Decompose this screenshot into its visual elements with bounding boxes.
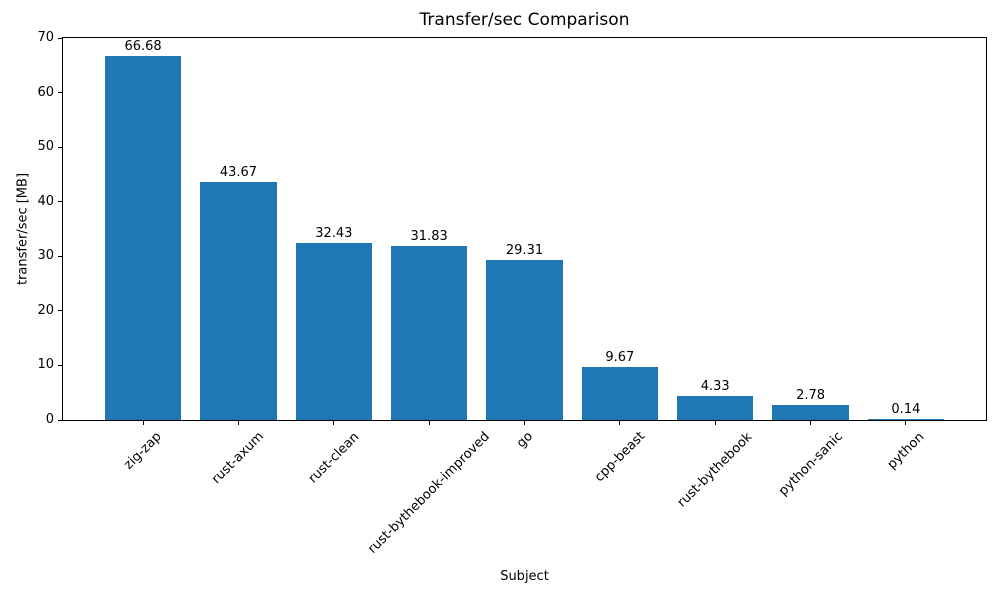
x-tick-mark	[619, 420, 621, 425]
x-tick-label: zig-zap	[121, 429, 165, 473]
plot-area: Transfer/sec Comparison transfer/sec [MB…	[16, 10, 987, 584]
bar-rust-bythebook	[677, 396, 754, 420]
bar-value-label: 29.31	[505, 243, 544, 259]
x-axis-label: Subject	[500, 569, 549, 584]
bar-value-label: 32.43	[315, 226, 353, 242]
y-tick-mark	[58, 310, 63, 312]
bar-rust-bythebook-improved	[391, 246, 468, 420]
x-tick-mark	[905, 420, 907, 425]
y-tick-label: 30	[37, 248, 54, 264]
x-tick-mark	[714, 420, 716, 425]
bar-value-label: 66.68	[124, 39, 162, 55]
bar-value-label: 2.78	[796, 387, 826, 403]
bar-value-label: 43.67	[219, 164, 258, 180]
x-tick-mark	[524, 420, 525, 425]
x-tick-mark	[237, 420, 239, 425]
y-tick-mark	[58, 37, 63, 39]
bar-rust-axum	[200, 181, 277, 420]
x-tick-mark	[428, 420, 430, 425]
bar-cpp-beast	[581, 367, 658, 420]
x-tick-label: rust-bythebook-improved	[365, 429, 493, 557]
bar-go	[486, 260, 563, 420]
y-tick-mark	[58, 364, 63, 366]
x-tick-label: python-sanic	[775, 429, 846, 500]
y-tick-mark	[58, 92, 63, 94]
bar-rust-clean	[295, 243, 372, 420]
y-tick-mark	[58, 419, 63, 421]
y-tick-label: 50	[37, 139, 54, 155]
x-tick-mark	[810, 420, 812, 425]
y-tick-label: 60	[37, 84, 54, 100]
y-tick-label: 10	[37, 357, 54, 373]
x-tick-label: rust-axum	[209, 429, 268, 488]
x-tick-mark	[142, 420, 144, 425]
y-tick-mark	[58, 255, 63, 257]
x-tick-label: rust-clean	[305, 429, 363, 486]
bar-value-label: 9.67	[605, 350, 635, 366]
bar-zig-zap	[104, 56, 182, 420]
chart-title: Transfer/sec Comparison	[419, 10, 630, 30]
x-tick-mark	[333, 420, 335, 425]
y-tick-mark	[58, 201, 63, 203]
x-tick-label: rust-bythebook	[674, 429, 756, 510]
x-tick-label: python	[884, 429, 928, 472]
y-tick-label: 40	[37, 193, 54, 209]
y-tick-label: 20	[37, 302, 54, 318]
bar-value-label: 0.14	[891, 402, 921, 418]
y-tick-mark	[58, 146, 63, 148]
x-tick-label: cpp-beast	[591, 429, 648, 486]
bar-python-sanic	[772, 404, 849, 420]
x-tick-label: go	[513, 429, 536, 452]
y-tick-label: 70	[37, 30, 54, 45]
bar-value-label: 4.33	[700, 379, 730, 395]
y-tick-label: 0	[45, 412, 54, 427]
bar-python	[867, 419, 945, 420]
y-axis-label: transfer/sec [MB]	[15, 172, 31, 286]
bar-value-label: 31.83	[410, 229, 448, 245]
